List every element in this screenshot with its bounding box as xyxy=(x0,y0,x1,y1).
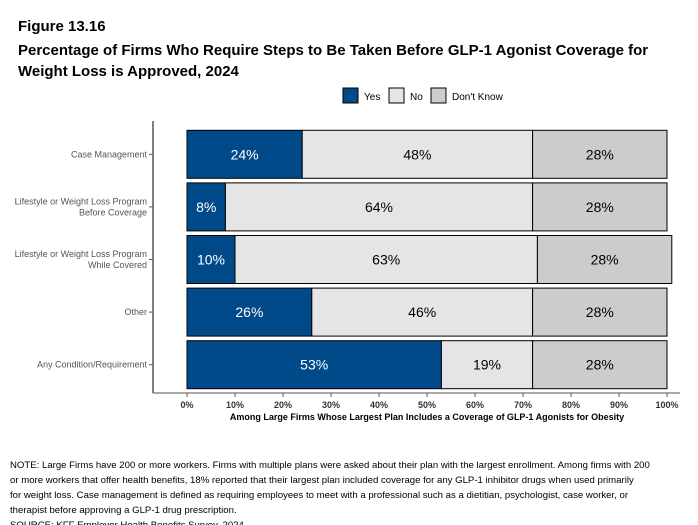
category-label: While Covered xyxy=(88,260,147,270)
bar-don-t-know xyxy=(536,235,673,284)
bar-yes xyxy=(186,235,236,284)
bar-yes xyxy=(186,182,226,232)
figure-label: Figure 13.16 xyxy=(18,18,106,35)
bar-yes xyxy=(186,287,313,337)
x-tick-label: 40% xyxy=(370,400,388,410)
note-line: NOTE: Large Firms have 200 or more worke… xyxy=(10,460,650,471)
bar-no xyxy=(234,235,538,284)
data-label: 19% xyxy=(473,357,501,373)
note-line: for weight loss. Case management is defi… xyxy=(10,490,629,501)
note-line: or more workers that offer health benefi… xyxy=(10,475,634,486)
legend-label: Yes xyxy=(364,92,380,103)
data-label: 48% xyxy=(403,146,431,162)
legend-label: Don't Know xyxy=(452,92,504,103)
legend-swatch-2 xyxy=(430,87,447,104)
bar-don-t-know xyxy=(532,340,668,390)
category-label: Case Management xyxy=(71,149,148,159)
bar-no xyxy=(224,182,534,232)
x-tick-label: 90% xyxy=(610,400,628,410)
bar-no xyxy=(311,287,534,337)
data-label: 26% xyxy=(235,304,263,320)
legend-label: No xyxy=(410,92,423,103)
data-label: 28% xyxy=(586,357,614,373)
note-line: SOURCE: KFF Employer Health Benefits Sur… xyxy=(10,518,690,525)
x-tick-label: 20% xyxy=(274,400,292,410)
x-tick-label: 80% xyxy=(562,400,580,410)
chart: Yes No Don't Know 0% 10% 20% 30% 40% 50% 60% 70% 80… xyxy=(15,87,680,422)
legend-swatch-1 xyxy=(388,87,405,104)
x-axis-label: Among Large Firms Whose Largest Plan Inc… xyxy=(230,412,624,422)
data-label: 8% xyxy=(196,199,216,215)
data-label: 24% xyxy=(231,146,259,162)
data-label: 28% xyxy=(586,146,614,162)
x-tick-label: 30% xyxy=(322,400,340,410)
bar-don-t-know xyxy=(532,287,668,337)
chart-title: Percentage of Firms Who Require Steps to… xyxy=(18,42,649,80)
bar-don-t-know xyxy=(532,182,668,232)
note-line: therapist before approving a GLP-1 drug … xyxy=(10,505,237,516)
bar-yes xyxy=(186,129,303,179)
x-tick-label: 10% xyxy=(226,400,244,410)
bar-yes xyxy=(186,340,442,390)
category-label: Any Condition/Requirement xyxy=(37,360,148,370)
x-tick-label: 60% xyxy=(466,400,484,410)
x-tick-label: 0% xyxy=(180,400,193,410)
data-label: 64% xyxy=(365,199,393,215)
data-label: 46% xyxy=(408,304,436,320)
legend-swatch-0 xyxy=(342,87,359,104)
x-tick-label: 70% xyxy=(514,400,532,410)
category-label: Lifestyle or Weight Loss Program xyxy=(15,249,147,259)
x-tick-label: 100% xyxy=(655,400,678,410)
bar-no xyxy=(440,340,534,390)
category-label: Lifestyle or Weight Loss Program xyxy=(15,196,147,206)
data-label: 53% xyxy=(300,357,328,373)
data-label: 28% xyxy=(586,304,614,320)
bar-don-t-know xyxy=(532,129,668,179)
category-label: Before Coverage xyxy=(79,207,147,217)
category-label: Other xyxy=(124,307,147,317)
x-tick-label: 50% xyxy=(418,400,436,410)
data-label: 28% xyxy=(586,199,614,215)
note: NOTE: Large Firms have 200 or more worke… xyxy=(10,458,690,525)
data-label: 63% xyxy=(372,252,400,268)
data-label: 28% xyxy=(591,252,619,268)
data-label: 10% xyxy=(197,252,225,268)
